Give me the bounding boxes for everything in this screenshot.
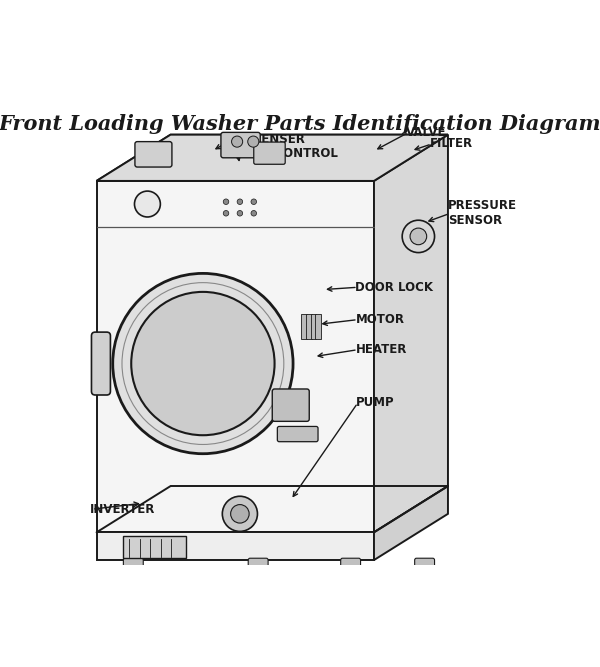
Polygon shape [97,135,448,181]
FancyBboxPatch shape [415,558,434,572]
FancyBboxPatch shape [91,332,110,395]
Polygon shape [97,181,374,532]
Circle shape [223,211,229,216]
Circle shape [230,504,249,523]
Text: HEATER: HEATER [355,344,407,356]
Circle shape [251,199,257,205]
Text: FILTER: FILTER [430,137,473,151]
Text: MOTOR: MOTOR [355,313,404,326]
Text: PRESSURE
SENSOR: PRESSURE SENSOR [448,199,517,227]
Circle shape [223,199,229,205]
Polygon shape [374,135,448,532]
FancyBboxPatch shape [221,132,260,158]
Circle shape [113,273,293,454]
FancyBboxPatch shape [254,142,285,164]
FancyBboxPatch shape [123,536,186,558]
FancyBboxPatch shape [301,314,307,339]
Text: DOOR LOCK: DOOR LOCK [355,281,433,293]
Circle shape [251,211,257,216]
FancyBboxPatch shape [341,558,361,572]
Polygon shape [97,135,448,181]
FancyBboxPatch shape [272,389,309,422]
Text: VALVE: VALVE [406,126,447,139]
FancyBboxPatch shape [277,426,318,442]
Circle shape [237,211,242,216]
Text: DISPENSER: DISPENSER [230,133,305,146]
Circle shape [410,228,427,245]
Circle shape [134,191,160,217]
Text: MAIN CONTROL: MAIN CONTROL [235,147,338,159]
Circle shape [131,292,275,436]
Polygon shape [97,532,374,560]
FancyBboxPatch shape [306,314,311,339]
Circle shape [232,136,242,147]
FancyBboxPatch shape [315,314,321,339]
Text: Front Loading Washer Parts Identification Diagram: Front Loading Washer Parts Identificatio… [0,114,600,134]
FancyBboxPatch shape [124,558,143,572]
Text: PUMP: PUMP [355,396,394,410]
Polygon shape [374,486,448,560]
Circle shape [248,136,259,147]
FancyBboxPatch shape [311,314,316,339]
FancyBboxPatch shape [135,141,172,167]
Circle shape [223,496,257,532]
Circle shape [402,220,434,253]
FancyBboxPatch shape [248,558,268,572]
Circle shape [237,199,242,205]
Text: INVERTER: INVERTER [89,503,155,516]
